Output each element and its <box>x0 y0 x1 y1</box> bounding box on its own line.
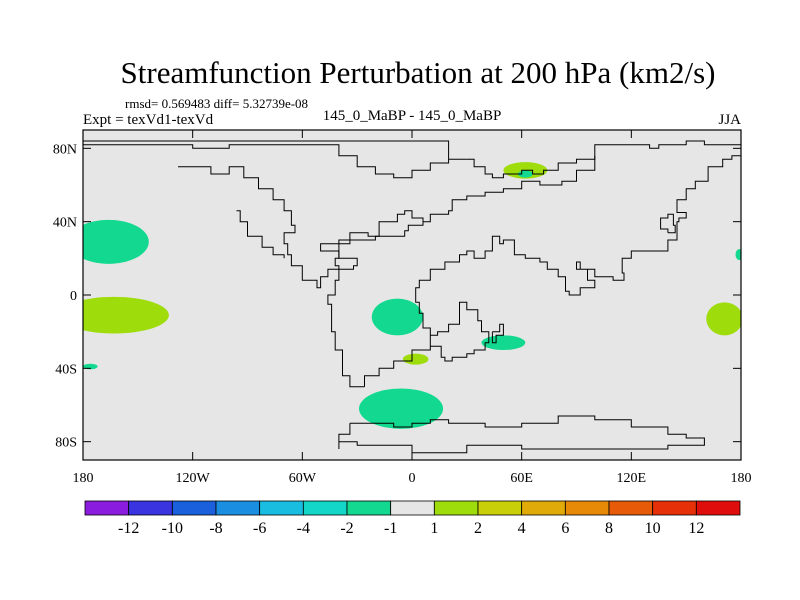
anomaly-neg-southern-ocean <box>358 388 444 429</box>
y-tick-label: 40S <box>55 362 77 377</box>
colorbar-swatch <box>171 500 217 516</box>
map-content <box>83 140 741 454</box>
colorbar-label: -4 <box>297 520 310 537</box>
colorbar-swatch <box>128 500 173 516</box>
coastline-eurasia-africa <box>320 140 741 388</box>
colorbar-label: -2 <box>340 520 353 537</box>
colorbar-swatch <box>346 500 392 516</box>
colorbar-label: 2 <box>474 520 482 537</box>
colorbar-swatch <box>215 500 261 516</box>
coastline-north-america <box>178 166 424 289</box>
y-tick-label: 80N <box>53 142 77 157</box>
colorbar-swatch <box>608 500 654 516</box>
colorbar-swatch <box>433 500 479 516</box>
x-tick-label: 60W <box>289 471 317 486</box>
right-label: JJA <box>718 112 741 128</box>
colorbar-swatch <box>302 500 348 516</box>
colorbar-swatch <box>390 500 435 516</box>
coastline-japan <box>660 213 676 234</box>
colorbar-label: -6 <box>253 520 266 537</box>
chart-title: Streamfunction Perturbation at 200 hPa (… <box>121 55 716 90</box>
stats-line: rmsd= 0.569483 diff= 5.32739e-08 <box>125 96 308 111</box>
colorbar: -12 -10 -8 -6 -4 -2 -1 1 2 4 6 8 10 12 <box>84 500 741 537</box>
colorbar-swatch <box>652 500 697 516</box>
colorbar-label: 8 <box>605 520 613 537</box>
colorbar-label: -10 <box>162 520 183 537</box>
coastline-north-america-west <box>236 210 285 259</box>
center-label: 145_0_MaBP - 145_0_MaBP <box>323 108 502 124</box>
coastline-arctic-top <box>83 140 467 179</box>
x-tick-label: 120E <box>617 471 647 486</box>
colorbar-swatch <box>695 500 741 516</box>
colorbar-swatch <box>477 500 523 516</box>
anomaly-pos-south-atlantic <box>402 353 429 365</box>
colorbar-label: 4 <box>518 520 526 537</box>
colorbar-swatch <box>259 500 304 516</box>
anomaly-pos-east-pacific <box>706 302 741 336</box>
map-panel <box>82 129 742 461</box>
left-label: Expt = texVd1-texVd <box>83 112 214 128</box>
coastline-antarctica <box>338 415 705 454</box>
y-tick-label: 0 <box>70 289 77 304</box>
anomaly-neg-east-pacific-edge <box>735 249 741 261</box>
coastline-greenland-scandinavia <box>466 155 596 179</box>
y-tick-label: 80S <box>55 436 77 451</box>
x-tick-label: 180 <box>731 471 752 486</box>
anomaly-pos-equatorial-pacific <box>83 296 169 334</box>
colorbar-label: 12 <box>688 520 704 537</box>
colorbar-swatch <box>564 500 610 516</box>
x-tick-label: 60E <box>510 471 533 486</box>
x-tick-label: 0 <box>409 471 416 486</box>
colorbar-label: -12 <box>118 520 139 537</box>
colorbar-swatch <box>84 500 130 516</box>
colorbar-label: 6 <box>561 520 569 537</box>
y-tick-label: 40N <box>53 216 77 231</box>
x-tick-label: 180 <box>73 471 94 486</box>
coastline-madagascar <box>491 323 504 344</box>
colorbar-swatch <box>521 500 566 516</box>
colorbar-label: 1 <box>430 520 438 537</box>
anomaly-neg-south-atlantic <box>371 298 423 336</box>
colorbar-label: -8 <box>209 520 222 537</box>
x-tick-label: 120W <box>176 471 211 486</box>
map-axes: 180 120W 60W 0 60E 120E 180 80N 40N 0 40S 80S <box>53 130 752 486</box>
colorbar-label: -1 <box>384 520 397 537</box>
anomaly-neg-north-pacific <box>83 219 149 264</box>
colorbar-label: 10 <box>645 520 661 537</box>
